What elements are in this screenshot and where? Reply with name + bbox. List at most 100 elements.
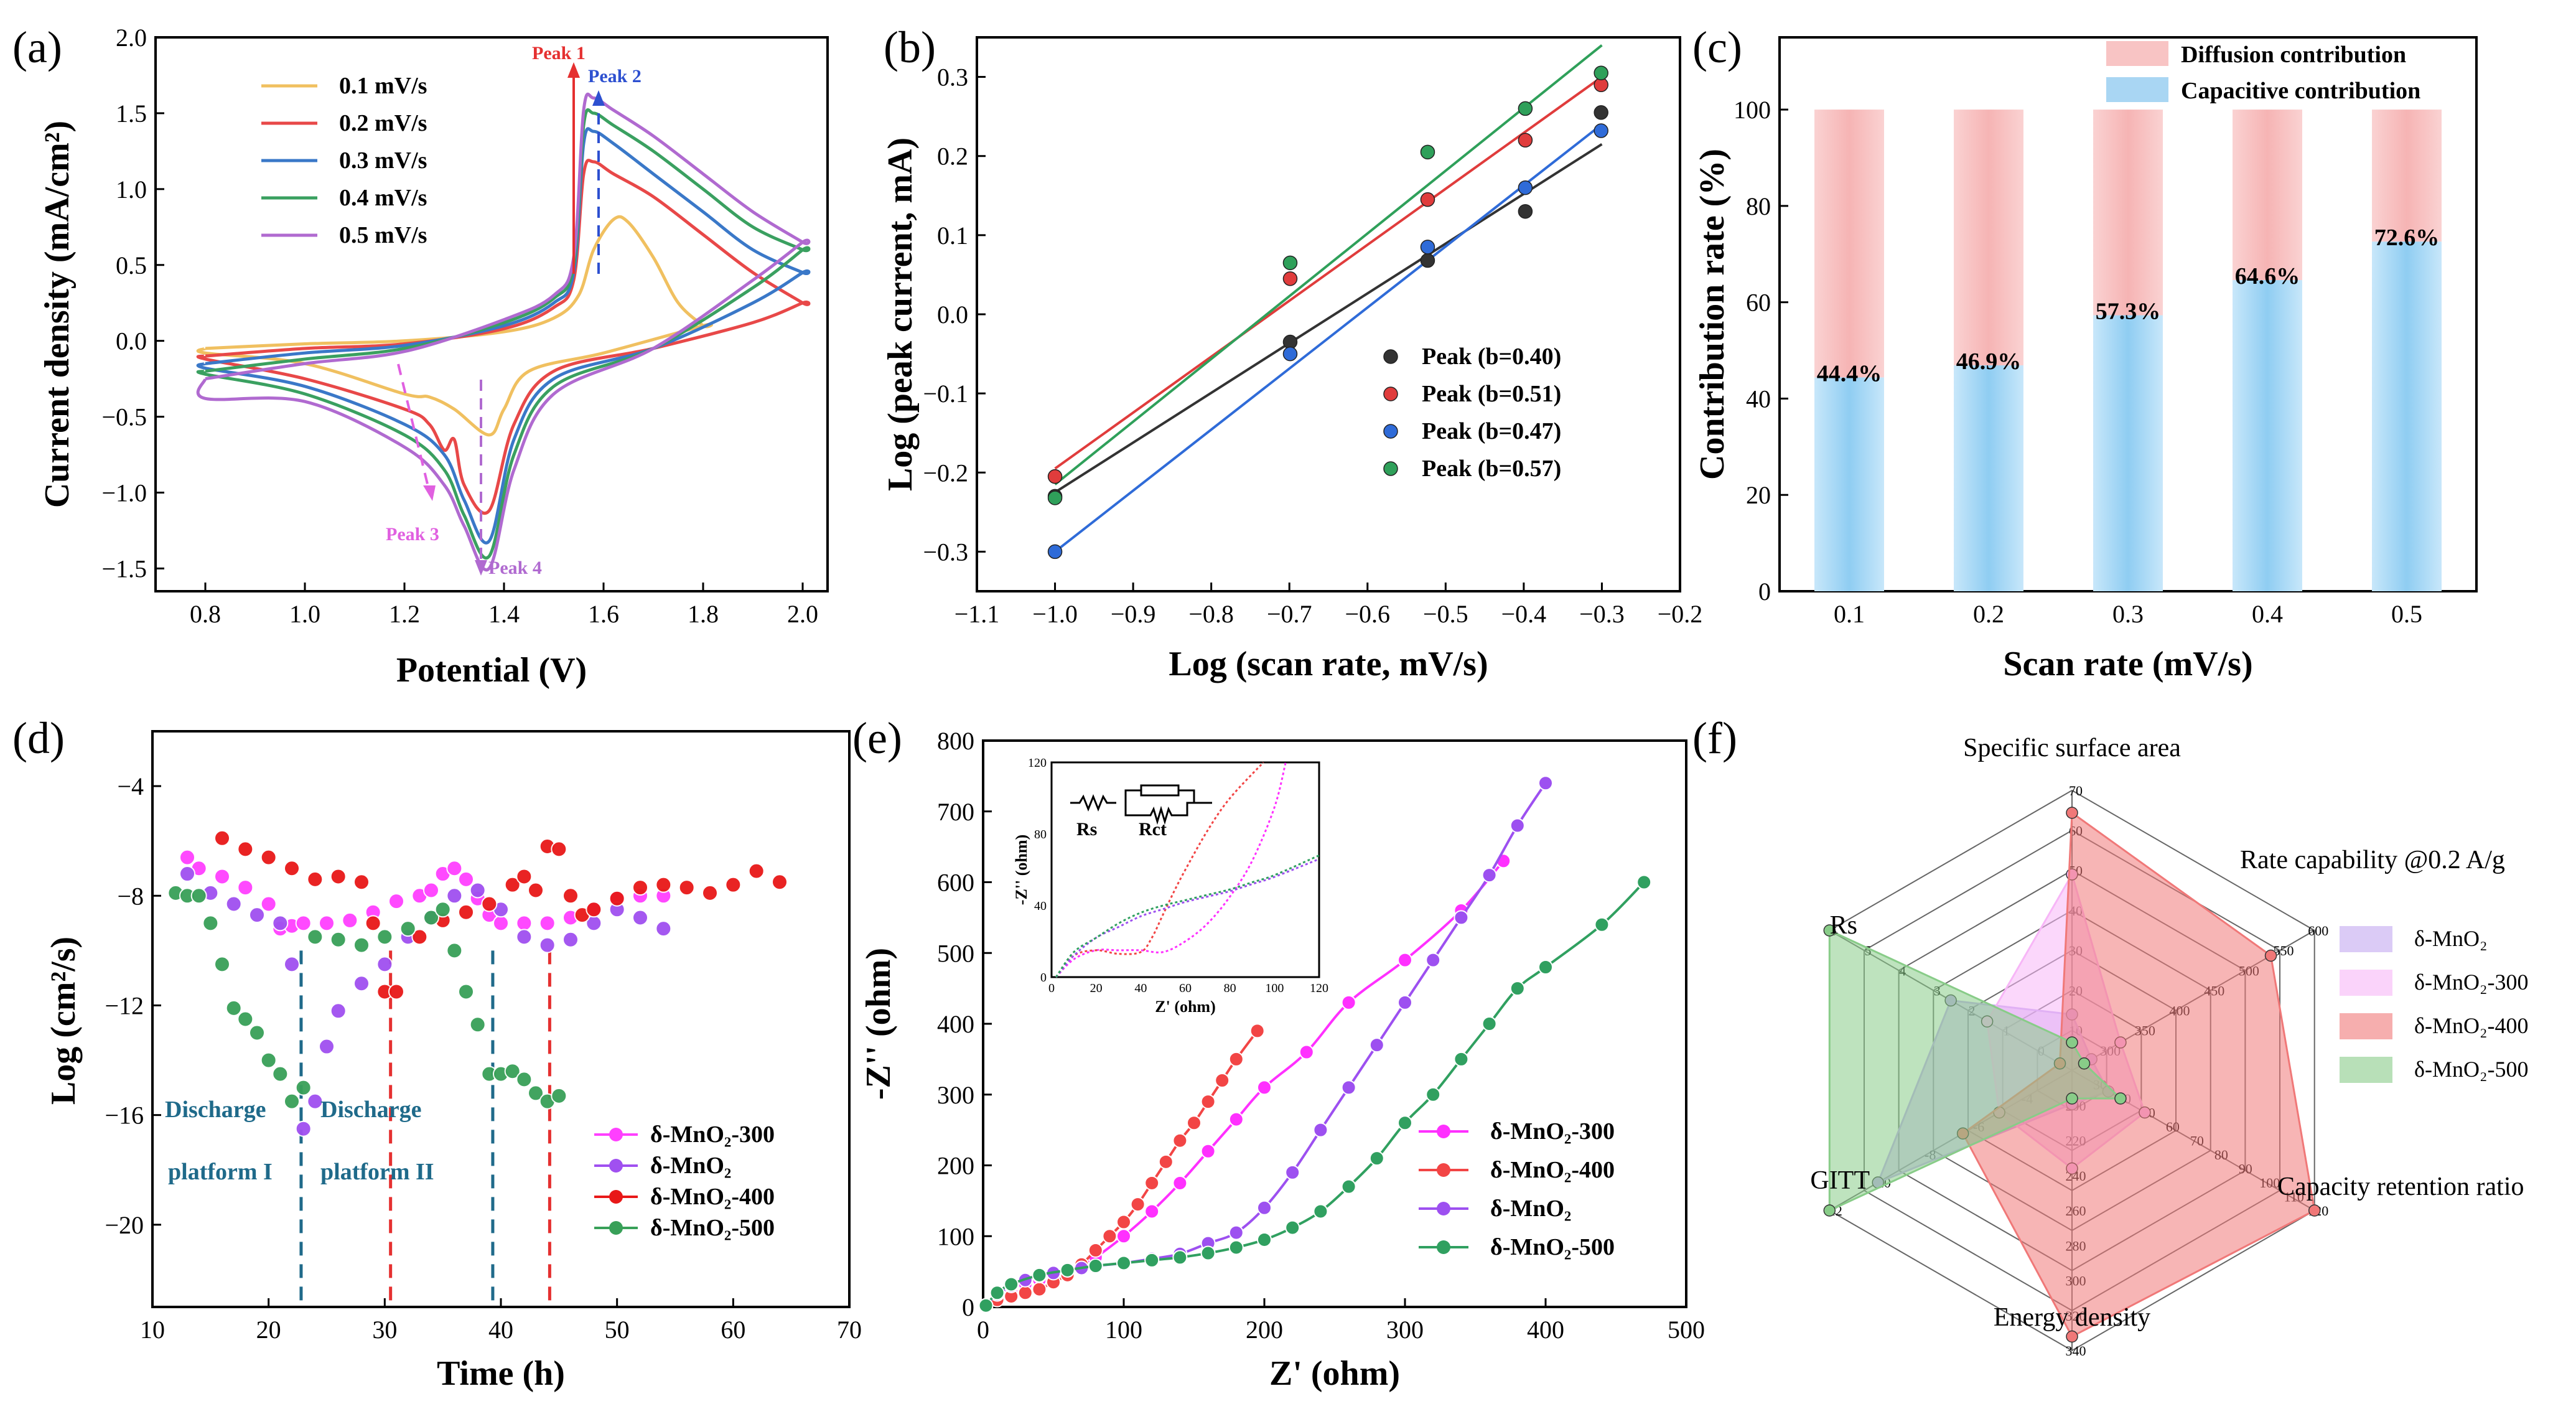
data-point [1060,1262,1075,1278]
eis-inset: 0 20 40 60 80 100 120 0 40 80 120 Z' (ohm) -Z'' (ohm… [1012,756,1328,1016]
x-tick-label: 2.0 [787,600,818,628]
legend-swatch [2340,1057,2392,1083]
data-point [1032,1281,1047,1297]
data-point [446,887,463,904]
data-point [1341,1080,1356,1095]
data-point [1285,1220,1300,1235]
data-point [307,929,324,945]
data-point [295,1079,312,1096]
y-tick-label: −0.5 [101,403,147,431]
data-point [1313,1122,1328,1138]
radar-point [2066,807,2078,819]
peak-label: Peak 4 [488,558,542,578]
radar-point [2066,1330,2078,1343]
data-point [609,890,625,907]
data-point [1426,1087,1441,1102]
cv-curve [196,159,811,515]
data-point [353,975,370,992]
data-point [1200,1094,1216,1110]
bar-value-label: 44.4% [1817,360,1882,386]
legend-label: 0.5 mV/s [339,222,427,248]
data-point [319,1038,335,1055]
y-tick-label: 400 [937,1010,974,1038]
x-tick-label: 0.8 [190,600,221,628]
legend-label: Diffusion contribution [2181,42,2406,68]
data-point [272,1065,289,1082]
x-tick-label: 30 [372,1316,397,1344]
y-tick-label: 80 [1746,192,1771,220]
data-point [1420,192,1435,207]
data-point [458,904,474,920]
radar-axis-label: GITT [1810,1166,1870,1195]
x-tick-label: 1.2 [389,600,420,628]
x-tick-label: −1.0 [1032,600,1078,628]
data-point [1538,960,1553,975]
data-point [1047,544,1063,560]
y-tick-label: 500 [937,939,974,967]
data-point [1172,1175,1188,1191]
data-point [249,1024,265,1041]
data-point [1116,1214,1131,1230]
data-point [237,1011,254,1028]
legend-swatch [609,1221,623,1235]
y-tick-label: 60 [1746,289,1771,317]
capacitive-bar [1814,377,1884,591]
data-point [1454,910,1469,925]
region-label: platform II [320,1159,434,1185]
data-point [1299,1044,1314,1060]
data-point [678,879,695,896]
data-point [434,901,451,918]
data-point [1369,1151,1384,1166]
data-point [1130,1197,1146,1212]
fit-line [1054,44,1603,485]
radar-point [2308,1204,2321,1217]
data-point [307,1093,324,1110]
data-point [1420,240,1435,255]
y-tick-label: 200 [937,1152,974,1180]
y-axis-label: Log (cm²/s) [44,937,83,1105]
radar-axis-label: Capacity retention ratio [2277,1173,2524,1201]
y-tick-label: 1.5 [116,100,147,128]
peak-arrows [397,62,605,576]
data-point [237,841,254,858]
data-point [1282,346,1298,362]
legend-label: δ-MnO₂-300 [2414,970,2529,995]
bar-value-label: 72.6% [2374,225,2440,251]
data-point [1116,1229,1131,1244]
legend-swatch [1437,1125,1450,1138]
panel-label-e: (e) [852,713,902,763]
inset-y-label: -Z'' (ohm) [1012,835,1030,905]
panel-label-a: (a) [12,22,62,72]
x-tick-label: −0.8 [1188,600,1234,628]
data-point [1004,1276,1019,1292]
inset-x-tick-label: 120 [1310,981,1328,995]
data-point [1144,1252,1160,1268]
peak-label: Peak 3 [386,524,439,545]
data-point [330,1003,347,1019]
data-point [376,956,393,973]
data-point [1510,818,1525,833]
radar-point [1823,1204,1836,1217]
data-point [1538,775,1553,791]
x-tick-label: 1.6 [588,600,619,628]
capacitive-bar [2233,280,2302,591]
radar-tick-label: 340 [2066,1343,2086,1359]
y-tick-label: 100 [937,1222,974,1250]
data-point [1510,981,1525,996]
y-tick-label: 100 [1734,96,1771,124]
legend-label: δ-MnO₂ [1490,1196,1571,1222]
legend-swatch [1437,1240,1450,1254]
data-point [748,863,765,879]
data-point [1257,1200,1272,1215]
data-point [655,876,672,893]
legend-swatch [2106,41,2168,66]
data-point [1636,874,1652,890]
data-point [772,874,788,891]
x-tick-label: 100 [1105,1316,1142,1344]
data-point [493,915,509,932]
diffusion-bar [2233,110,2302,281]
data-point [353,937,370,953]
data-point [179,849,195,866]
data-point [330,868,347,885]
data-point [376,929,393,945]
